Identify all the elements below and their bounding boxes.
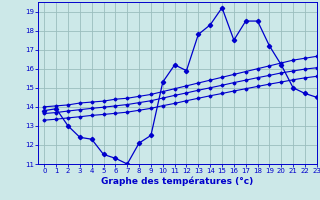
X-axis label: Graphe des températures (°c): Graphe des températures (°c): [101, 177, 254, 186]
